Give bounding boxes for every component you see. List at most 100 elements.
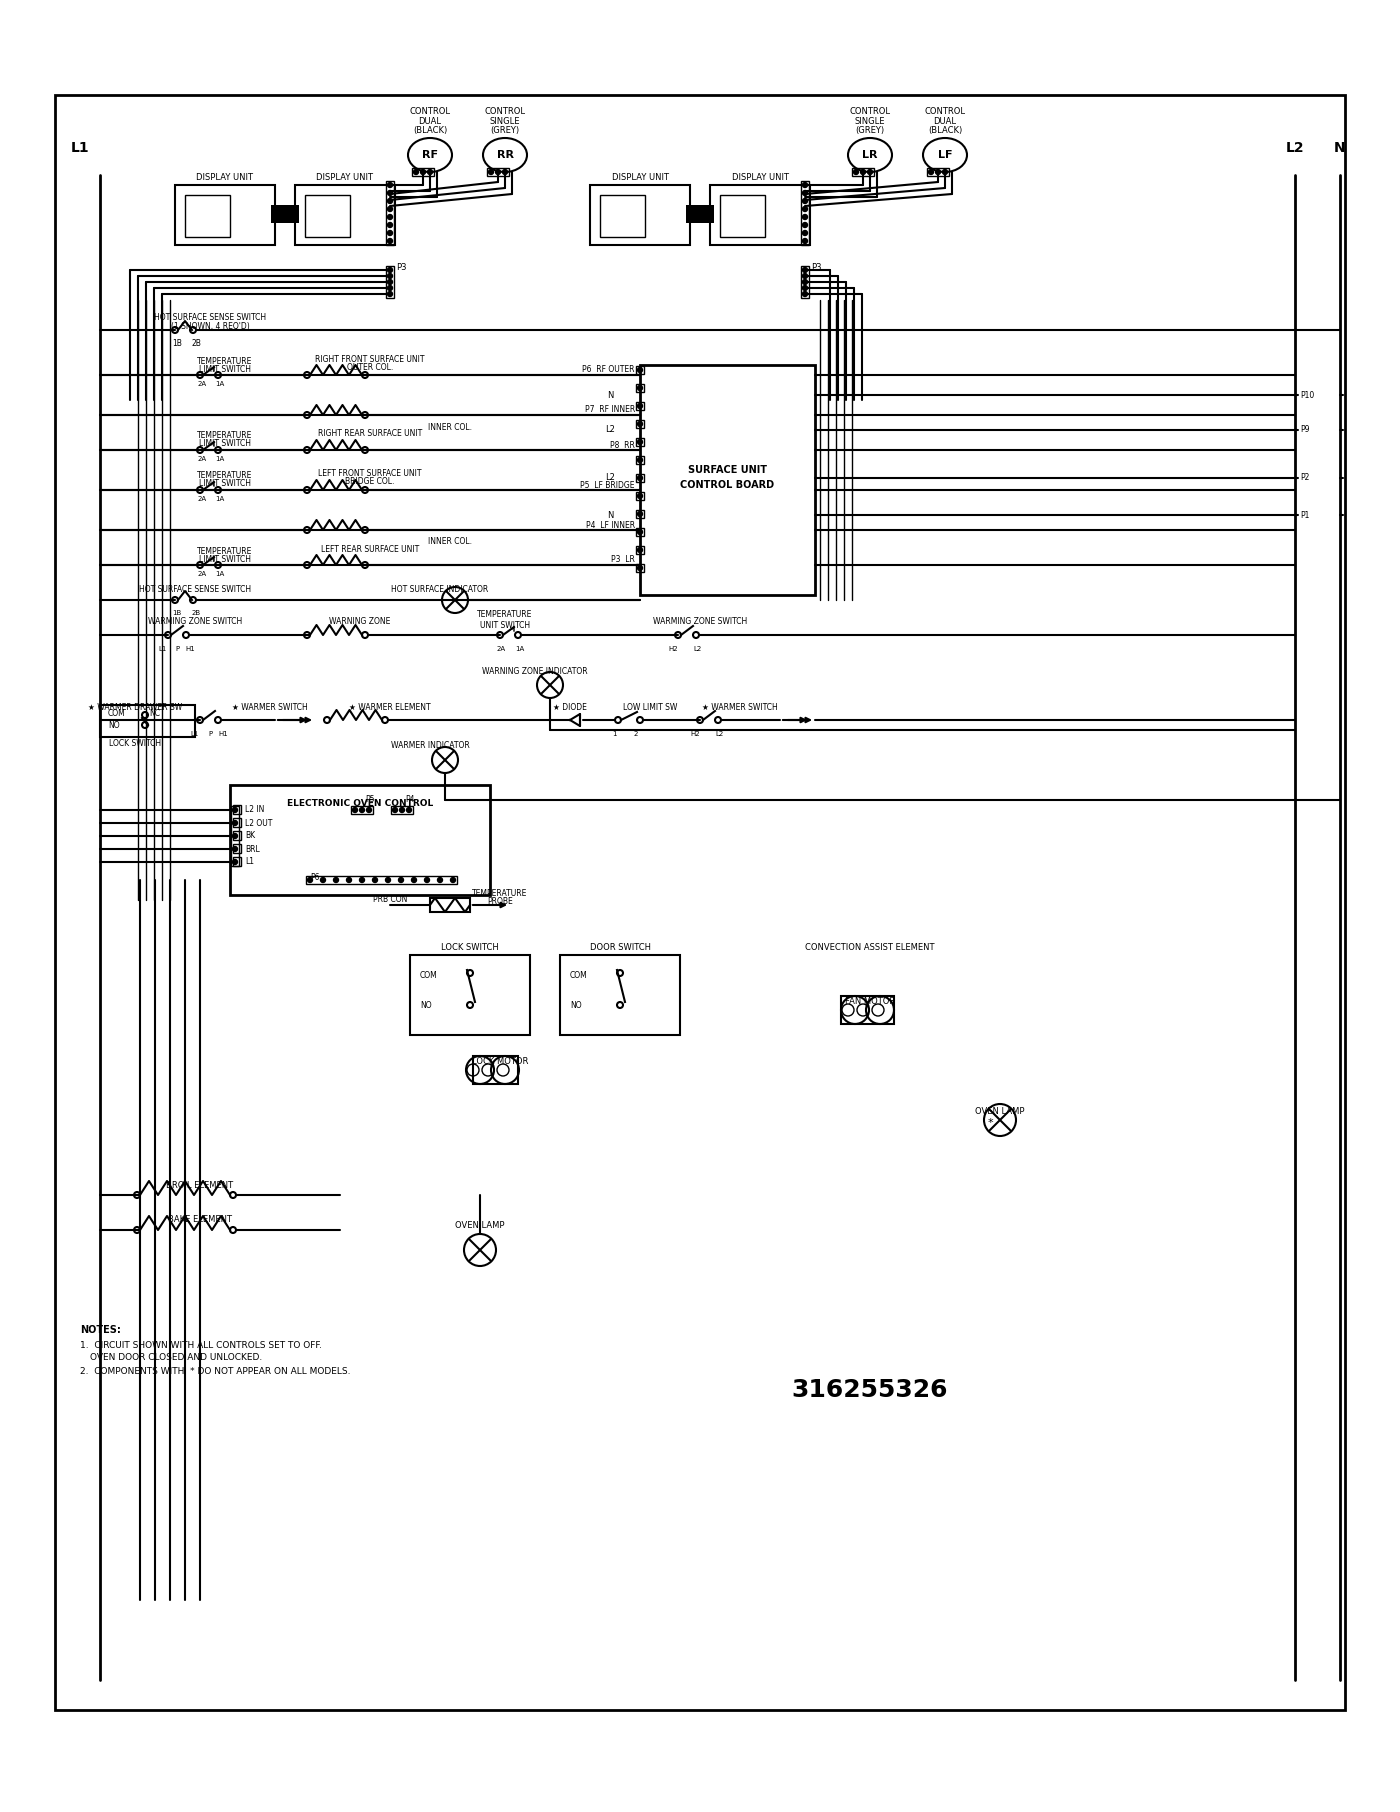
Text: CONTROL: CONTROL (484, 107, 525, 116)
Bar (185, 196, 230, 237)
Text: BRL: BRL (245, 844, 260, 853)
Text: P10: P10 (1301, 391, 1315, 399)
Bar (801, 181, 809, 245)
Circle shape (942, 170, 948, 174)
Text: PRB CON: PRB CON (372, 895, 407, 904)
Text: (GREY): (GREY) (490, 125, 519, 134)
Text: 2A: 2A (197, 381, 207, 388)
Bar (473, 1056, 518, 1084)
Bar (305, 196, 350, 237)
Text: N: N (1334, 141, 1345, 156)
Text: ★ DIODE: ★ DIODE (553, 703, 587, 712)
Circle shape (637, 422, 643, 426)
Text: N: N (606, 391, 613, 399)
Bar (636, 475, 644, 482)
Circle shape (399, 808, 405, 812)
Circle shape (928, 170, 934, 174)
Text: P3: P3 (811, 263, 822, 272)
Bar (636, 402, 644, 410)
Text: P: P (175, 647, 179, 652)
Bar (710, 185, 811, 245)
Text: 1.  CIRCUIT SHOWN WITH ALL CONTROLS SET TO OFF.: 1. CIRCUIT SHOWN WITH ALL CONTROLS SET T… (80, 1341, 322, 1350)
Text: NC: NC (150, 710, 161, 719)
Bar (232, 832, 241, 841)
Text: L2: L2 (1285, 141, 1305, 156)
Text: LR: LR (862, 150, 878, 159)
Bar (230, 785, 490, 895)
Text: LIMIT SWITCH: LIMIT SWITCH (199, 364, 251, 373)
Circle shape (367, 808, 371, 812)
Text: WARMING ZONE SWITCH: WARMING ZONE SWITCH (148, 618, 242, 627)
Text: L2 OUT: L2 OUT (245, 819, 273, 828)
Text: NO: NO (420, 1000, 431, 1009)
Text: L1: L1 (70, 141, 90, 156)
Text: 1B: 1B (172, 339, 182, 348)
Bar (307, 875, 456, 884)
Text: DOOR SWITCH: DOOR SWITCH (589, 944, 651, 953)
Bar (232, 817, 241, 826)
Bar (272, 205, 300, 223)
Bar (391, 806, 413, 814)
Circle shape (232, 859, 238, 864)
Text: COM: COM (570, 971, 588, 980)
Text: L2: L2 (605, 473, 615, 482)
Bar (636, 457, 644, 464)
Text: CONTROL: CONTROL (409, 107, 451, 116)
Text: L1: L1 (158, 647, 167, 652)
Text: RIGHT REAR SURFACE UNIT: RIGHT REAR SURFACE UNIT (318, 429, 423, 439)
Text: BRIDGE COL.: BRIDGE COL. (346, 478, 395, 486)
Circle shape (388, 279, 392, 284)
Circle shape (637, 404, 643, 408)
Text: CONTROL: CONTROL (924, 107, 966, 116)
Text: L2 IN: L2 IN (245, 806, 265, 815)
Circle shape (802, 239, 808, 243)
Text: H2: H2 (668, 647, 678, 652)
Circle shape (802, 190, 808, 196)
Text: SINGLE: SINGLE (490, 116, 521, 125)
Circle shape (637, 386, 643, 391)
Text: LOCK SWITCH: LOCK SWITCH (441, 944, 498, 953)
Circle shape (437, 877, 442, 882)
Text: COM: COM (108, 710, 126, 719)
Text: P6: P6 (309, 873, 319, 882)
Text: RR: RR (497, 150, 514, 159)
Text: SURFACE UNIT: SURFACE UNIT (687, 466, 767, 475)
Text: WARNING ZONE: WARNING ZONE (329, 618, 391, 627)
Text: LEFT FRONT SURFACE UNIT: LEFT FRONT SURFACE UNIT (318, 469, 421, 478)
Bar (99, 705, 195, 737)
Text: ELECTRONIC OVEN CONTROL: ELECTRONIC OVEN CONTROL (287, 799, 433, 808)
Text: DISPLAY UNIT: DISPLAY UNIT (316, 174, 374, 183)
Text: WARNING ZONE INDICATOR: WARNING ZONE INDICATOR (482, 667, 588, 676)
Text: P2: P2 (1301, 473, 1309, 482)
Text: (1 SHOWN, 4 REQ'D): (1 SHOWN, 4 REQ'D) (171, 323, 249, 332)
Text: 316255326: 316255326 (792, 1377, 948, 1402)
Circle shape (388, 268, 392, 272)
Circle shape (637, 475, 643, 480)
Text: PROBE: PROBE (487, 897, 512, 906)
Text: OVEN DOOR CLOSED AND UNLOCKED.: OVEN DOOR CLOSED AND UNLOCKED. (90, 1354, 262, 1363)
Text: (BLACK): (BLACK) (413, 125, 447, 134)
Bar (636, 509, 644, 518)
Bar (636, 527, 644, 536)
Text: P4: P4 (405, 795, 414, 805)
Text: P4  LF INNER: P4 LF INNER (585, 520, 636, 529)
Circle shape (802, 183, 808, 187)
Circle shape (385, 877, 391, 882)
Text: SINGLE: SINGLE (855, 116, 885, 125)
Circle shape (489, 170, 493, 174)
Text: H1: H1 (185, 647, 195, 652)
Text: LOCK SWITCH: LOCK SWITCH (109, 739, 161, 748)
Text: L2: L2 (715, 730, 724, 737)
Circle shape (802, 207, 808, 212)
Circle shape (372, 877, 378, 882)
Bar (272, 205, 300, 223)
Circle shape (333, 877, 339, 882)
Text: ★ WARMER SWITCH: ★ WARMER SWITCH (703, 703, 778, 712)
Bar (636, 420, 644, 428)
Text: CONVECTION ASSIST ELEMENT: CONVECTION ASSIST ELEMENT (805, 944, 935, 953)
Circle shape (637, 457, 643, 462)
Text: DUAL: DUAL (419, 116, 441, 125)
Text: P3: P3 (396, 263, 406, 272)
Text: TEMPERATURE: TEMPERATURE (197, 357, 252, 366)
Circle shape (232, 834, 238, 839)
